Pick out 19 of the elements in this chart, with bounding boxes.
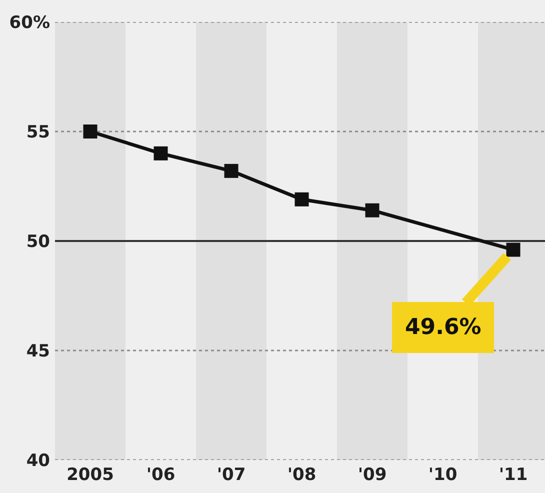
y-tick-label: 55 bbox=[26, 122, 50, 142]
point bbox=[154, 146, 168, 160]
y-tick-label: 40 bbox=[26, 450, 50, 471]
x-tick-label: '06 bbox=[146, 465, 176, 485]
x-tick-label: '10 bbox=[428, 465, 458, 485]
annotation: 49.6% bbox=[405, 315, 482, 340]
x-tick-label: '07 bbox=[216, 465, 246, 485]
x-tick-label: '09 bbox=[358, 465, 387, 485]
x-tick-label: 2005 bbox=[66, 465, 114, 485]
y-tick-label: 60% bbox=[9, 12, 50, 33]
point bbox=[83, 124, 98, 138]
point bbox=[224, 164, 238, 178]
y-tick-label: 45 bbox=[26, 341, 50, 362]
point bbox=[365, 203, 380, 218]
x-tick-label: '08 bbox=[287, 465, 316, 485]
point bbox=[294, 192, 309, 206]
x-tick-label: '11 bbox=[498, 465, 528, 485]
y-tick-label: 50 bbox=[26, 232, 50, 252]
point bbox=[506, 242, 520, 257]
